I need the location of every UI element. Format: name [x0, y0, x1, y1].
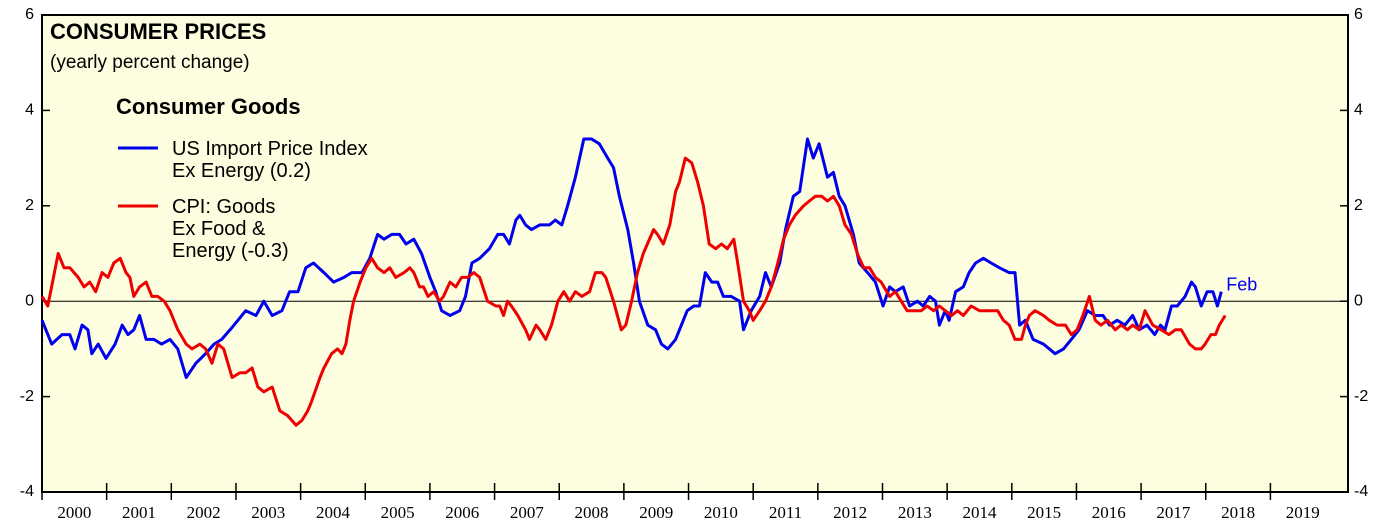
x-tick-label: 2004: [316, 503, 351, 522]
plot-area: [41, 14, 1349, 493]
legend-title: Consumer Goods: [116, 94, 301, 119]
y-tick-label-right: -4: [1354, 483, 1368, 500]
y-tick-label-right: 0: [1354, 292, 1363, 309]
legend-label: US Import Price Index Ex Energy (0.2): [172, 138, 368, 182]
legend-label: CPI: Goods Ex Food & Energy (-0.3): [172, 196, 289, 262]
x-tick-label: 2006: [445, 503, 479, 522]
y-tick-label: 2: [25, 197, 34, 214]
y-tick-label: 6: [25, 6, 34, 23]
y-tick-label: 0: [25, 292, 34, 309]
x-tick-label: 2005: [381, 503, 415, 522]
annotation: Feb: [1226, 274, 1257, 294]
series-line: [40, 156, 1227, 427]
y-tick-label-right: 4: [1354, 102, 1363, 119]
y-tick-label: -2: [20, 388, 34, 405]
x-tick-label: 2000: [57, 503, 91, 522]
y-tick-label-right: -2: [1354, 388, 1368, 405]
x-tick-label: 2014: [962, 503, 997, 522]
x-tick-label: 2012: [833, 503, 867, 522]
x-tick-label: 2008: [575, 503, 609, 522]
x-tick-label: 2013: [898, 503, 932, 522]
y-tick-label-right: 2: [1354, 197, 1363, 214]
series-line: [40, 137, 1223, 379]
chart-subtitle: (yearly percent change): [50, 52, 250, 73]
y-tick-label-right: 6: [1354, 6, 1363, 23]
x-tick-label: 2015: [1027, 503, 1061, 522]
x-tick-label: 2017: [1156, 503, 1191, 522]
x-tick-label: 2019: [1286, 503, 1320, 522]
x-tick-label: 2007: [510, 503, 545, 522]
x-tick-label: 2002: [187, 503, 221, 522]
x-tick-label: 2010: [704, 503, 738, 522]
x-tick-label: 2016: [1092, 503, 1126, 522]
x-tick-label: 2011: [769, 503, 802, 522]
x-tick-label: 2003: [251, 503, 285, 522]
y-tick-label: 4: [25, 102, 34, 119]
x-tick-label: 2018: [1221, 503, 1255, 522]
y-tick-label: -4: [20, 483, 34, 500]
chart-title: CONSUMER PRICES: [50, 19, 266, 44]
x-tick-label: 2009: [639, 503, 673, 522]
x-tick-label: 2001: [122, 503, 156, 522]
